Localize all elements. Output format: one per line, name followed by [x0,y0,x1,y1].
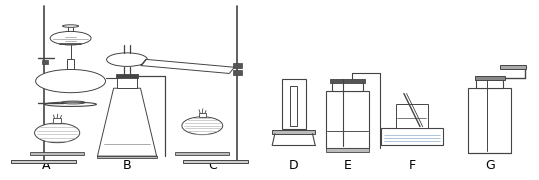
Bar [198,113,206,117]
Bar [67,59,74,69]
Bar [116,74,138,78]
Text: C: C [209,159,217,172]
Ellipse shape [34,123,80,143]
Bar [475,76,505,80]
Bar [500,65,527,69]
Bar [326,148,369,152]
Bar [326,91,369,148]
Bar [330,79,365,83]
Bar [383,135,441,145]
Circle shape [36,69,106,93]
Bar [281,79,306,129]
Polygon shape [141,59,234,73]
Bar [291,86,297,126]
Text: E: E [343,159,351,172]
Circle shape [107,53,148,66]
Ellipse shape [182,117,223,135]
Text: A: A [42,159,51,172]
Bar [98,156,157,158]
Bar [397,118,426,127]
Polygon shape [99,144,155,156]
Text: F: F [409,159,416,172]
Text: D: D [289,159,299,172]
Bar [327,131,368,148]
Bar [476,78,503,88]
Bar [53,118,61,123]
Circle shape [50,31,91,45]
Bar [381,127,443,145]
Bar [175,152,229,155]
Bar [118,77,137,88]
Text: B: B [123,159,132,172]
Ellipse shape [63,25,79,27]
Bar [11,160,76,163]
Bar [272,130,315,134]
Text: G: G [485,159,495,172]
Bar [42,60,48,64]
Bar [333,81,363,91]
Bar [396,104,428,127]
Bar [30,152,84,155]
Bar [468,88,512,152]
Polygon shape [98,88,157,156]
Bar [183,160,248,163]
Bar [233,63,241,68]
Bar [233,70,241,75]
